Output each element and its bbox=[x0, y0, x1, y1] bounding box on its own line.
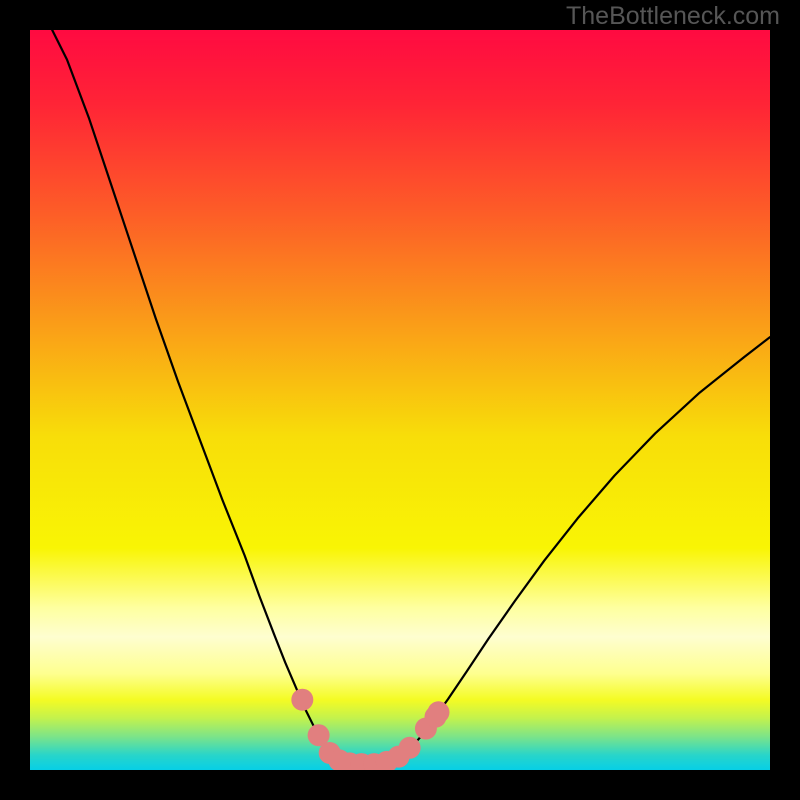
data-marker bbox=[291, 689, 313, 711]
gradient-background bbox=[30, 30, 770, 770]
chart-frame: TheBottleneck.com bbox=[0, 0, 800, 800]
watermark-text: TheBottleneck.com bbox=[566, 2, 780, 31]
data-marker bbox=[399, 737, 421, 759]
chart-plot-area bbox=[30, 30, 770, 770]
data-marker bbox=[427, 701, 449, 723]
